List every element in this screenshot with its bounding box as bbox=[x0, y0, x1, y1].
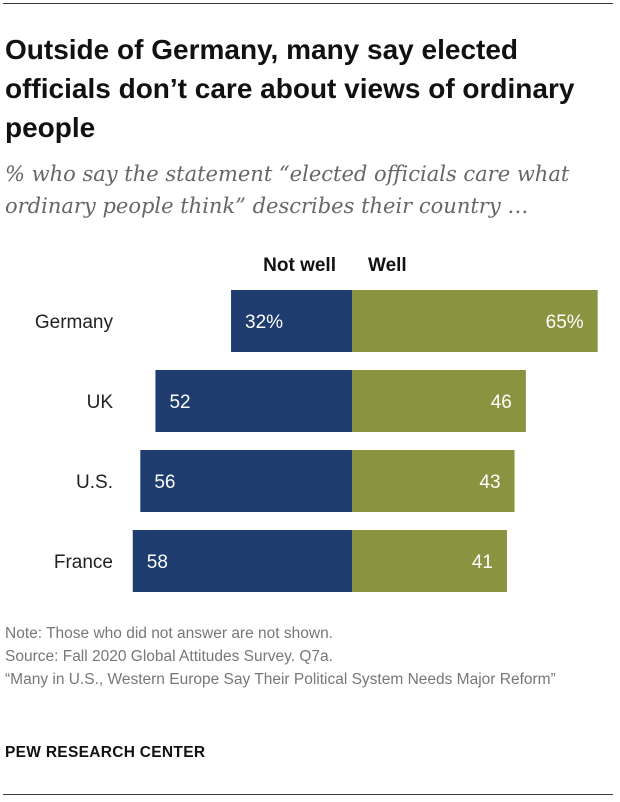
bar-well bbox=[352, 530, 507, 592]
category-label: France bbox=[54, 552, 113, 573]
brand-label: PEW RESEARCH CENTER bbox=[5, 744, 206, 761]
value-label-well: 41 bbox=[472, 552, 493, 573]
bar-well bbox=[352, 370, 526, 432]
source-text: Source: Fall 2020 Global Attitudes Surve… bbox=[5, 648, 333, 665]
notes-block: Note: Those who did not answer are not s… bbox=[5, 622, 605, 691]
bar-not-well bbox=[155, 370, 352, 432]
value-label-well: 43 bbox=[479, 472, 500, 493]
note-text: Note: Those who did not answer are not s… bbox=[5, 625, 333, 642]
top-rule bbox=[3, 3, 613, 4]
report-title: “Many in U.S., Western Europe Say Their … bbox=[5, 671, 556, 688]
bar-not-well bbox=[140, 450, 352, 512]
value-label-not-well: 32% bbox=[245, 312, 283, 333]
bottom-rule bbox=[3, 794, 613, 795]
value-label-well: 65% bbox=[546, 312, 584, 333]
bar-not-well bbox=[231, 290, 352, 352]
value-label-not-well: 56 bbox=[154, 472, 175, 493]
chart-subtitle: % who say the statement “elected officia… bbox=[5, 162, 570, 218]
category-label: UK bbox=[87, 392, 114, 413]
diverging-bar-chart: Not well Well Germany 32% 65% UK 52 46 U.S. 56 43 F… bbox=[35, 255, 598, 592]
value-label-well: 46 bbox=[491, 392, 512, 413]
chart-title: Outside of Germany, many say elected off… bbox=[5, 34, 575, 143]
bar-well bbox=[352, 450, 515, 512]
category-label: U.S. bbox=[76, 472, 113, 493]
value-label-not-well: 52 bbox=[169, 392, 190, 413]
legend-not-well: Not well bbox=[263, 255, 336, 276]
legend-well: Well bbox=[368, 255, 407, 276]
value-label-not-well: 58 bbox=[147, 552, 168, 573]
bar-well bbox=[352, 290, 598, 352]
bar-not-well bbox=[132, 530, 352, 592]
category-label: Germany bbox=[35, 312, 114, 333]
